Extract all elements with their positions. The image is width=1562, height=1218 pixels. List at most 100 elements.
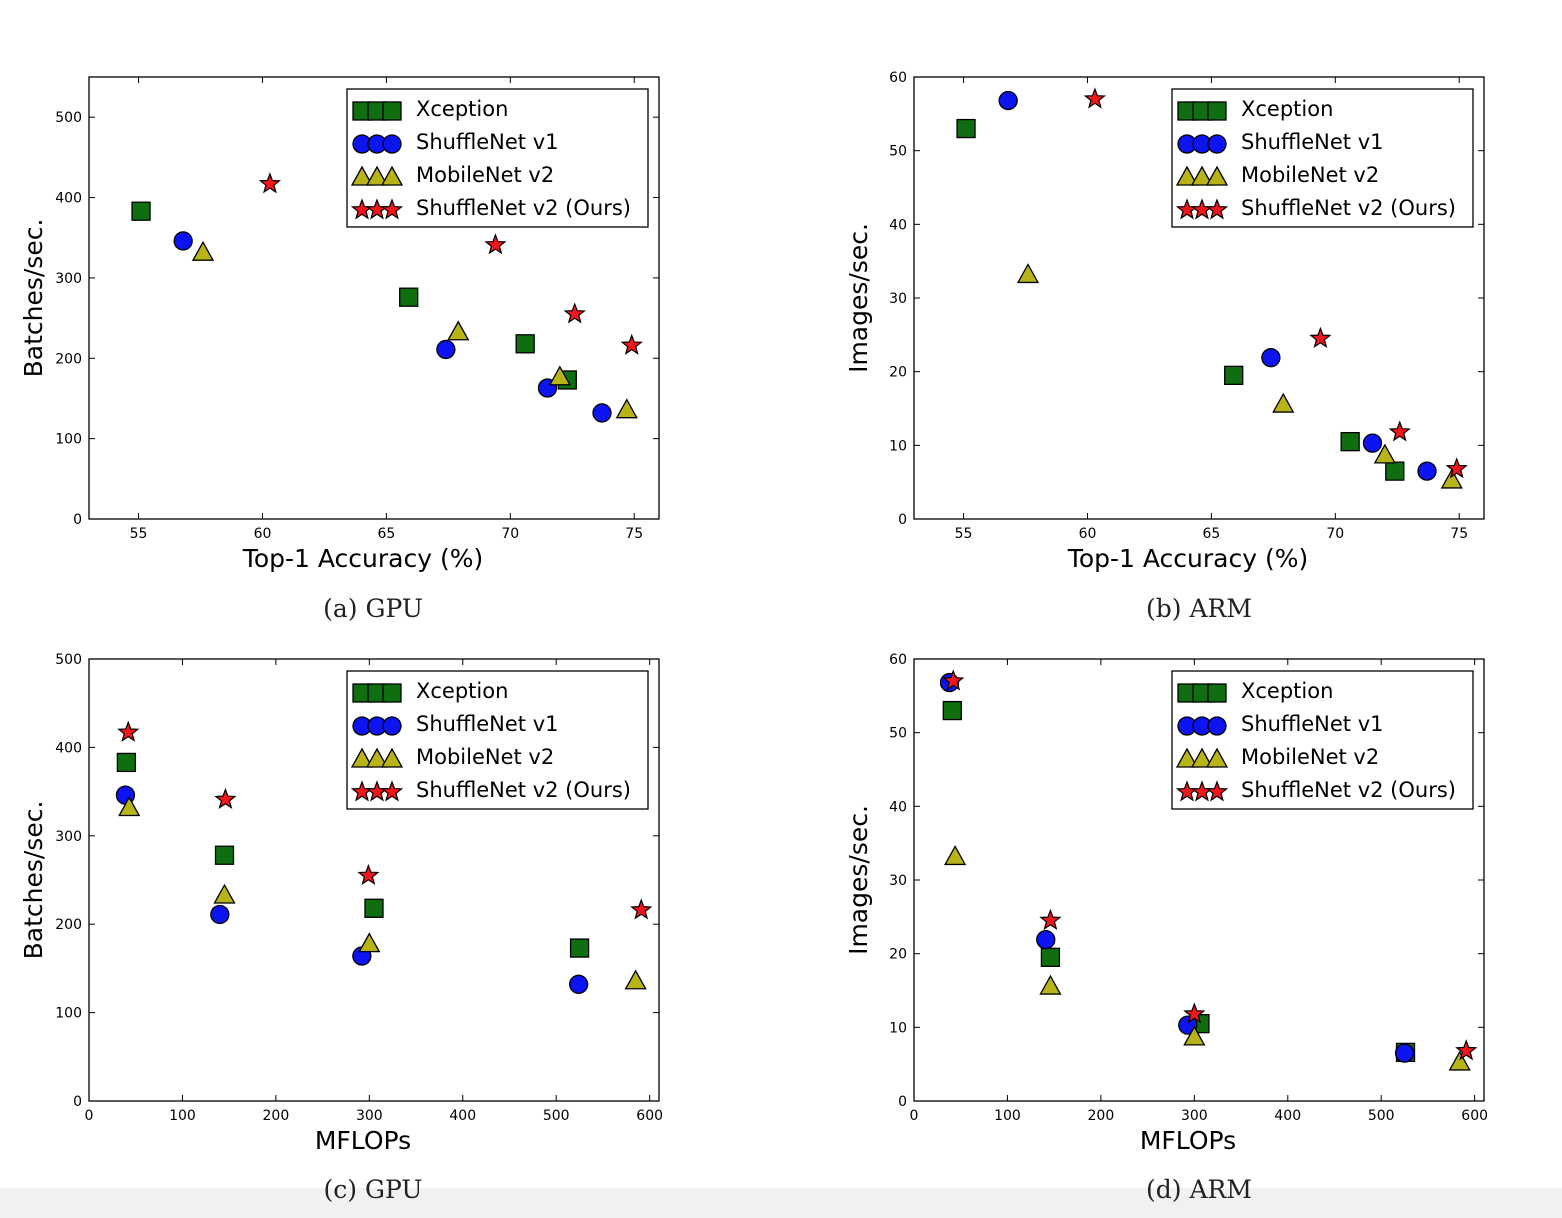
legend-label: MobileNet v2 xyxy=(416,163,554,187)
y-tick-label: 300 xyxy=(55,829,82,845)
x-axis-title: MFLOPs xyxy=(315,1126,411,1155)
y-tick-label: 10 xyxy=(889,438,907,454)
legend-label: MobileNet v2 xyxy=(1241,163,1379,187)
data-point-triangle xyxy=(358,932,381,953)
x-tick-label: 65 xyxy=(1202,526,1220,542)
data-point-triangle xyxy=(213,883,236,904)
data-point-star xyxy=(258,172,282,194)
y-tick-label: 10 xyxy=(889,1020,907,1036)
data-point-star xyxy=(1039,908,1062,930)
legend-marker-square xyxy=(1207,101,1227,121)
x-tick-label: 70 xyxy=(501,526,519,542)
data-point-star xyxy=(1083,87,1107,109)
chart-b-arm-accuracy: 55 60 65 70 75 0 10 20 30 40 50 60 Top-1 Accuracy (%… xyxy=(844,70,1485,573)
y-tick-label: 200 xyxy=(55,917,82,933)
legend-label: ShuffleNet v2 (Ours) xyxy=(1241,196,1456,220)
data-point-triangle xyxy=(191,240,215,261)
legend-marker-circle xyxy=(1207,716,1227,736)
caption-a: (a) GPU xyxy=(323,594,423,623)
series-shufflenet-v2-ours xyxy=(258,172,643,355)
data-point-star xyxy=(1183,1002,1206,1024)
legend-marker-circle xyxy=(382,716,402,736)
y-tick-label: 200 xyxy=(55,351,82,367)
series-shufflenet-v2-ours xyxy=(1083,87,1468,479)
data-point-star xyxy=(117,720,140,742)
x-tick-label: 500 xyxy=(543,1108,570,1124)
legend-label: ShuffleNet v1 xyxy=(1241,130,1384,154)
data-point-triangle xyxy=(1039,974,1062,995)
y-axis-title: Images/sec. xyxy=(844,805,873,955)
y-axis-title: Batches/sec. xyxy=(19,219,48,378)
data-point-star xyxy=(214,787,237,810)
legend-marker-star xyxy=(380,198,404,220)
x-axis-title: Top-1 Accuracy (%) xyxy=(242,544,483,573)
legend-marker-triangle xyxy=(350,165,374,186)
data-point-triangle xyxy=(1440,468,1463,489)
caption-c: (c) GPU xyxy=(323,1175,423,1204)
data-point-square xyxy=(1340,431,1360,452)
data-point-triangle xyxy=(1016,263,1040,284)
x-tick-label: 75 xyxy=(625,526,643,542)
y-axis-title: Batches/sec. xyxy=(19,801,48,960)
x-tick-label: 300 xyxy=(356,1108,383,1124)
data-point-circle xyxy=(998,90,1018,111)
y-tick-label: 500 xyxy=(55,110,82,126)
data-point-square xyxy=(364,898,384,918)
data-point-square xyxy=(1040,947,1061,967)
data-point-star xyxy=(1309,326,1332,348)
legend-marker-square xyxy=(1207,683,1227,703)
legend-marker-triangle xyxy=(350,747,374,768)
data-point-triangle xyxy=(1183,1025,1206,1046)
legend: Xception ShuffleNet v1 MobileNet v2 Shuffle… xyxy=(346,670,649,810)
legend: Xception ShuffleNet v1 MobileNet v2 Shuffle… xyxy=(1171,88,1474,228)
data-point-square xyxy=(569,938,590,958)
legend-marker-triangle xyxy=(1205,165,1229,186)
x-tick-label: 60 xyxy=(1079,526,1097,542)
y-tick-label: 40 xyxy=(889,799,907,815)
x-tick-label: 100 xyxy=(169,1108,196,1124)
x-tick-label: 600 xyxy=(636,1108,663,1124)
caption-d: (d) ARM xyxy=(1146,1175,1252,1204)
x-tick-label: 55 xyxy=(955,526,973,542)
y-tick-label: 0 xyxy=(898,512,907,528)
y-tick-label: 400 xyxy=(55,740,82,756)
x-axis-title: Top-1 Accuracy (%) xyxy=(1067,544,1308,573)
x-tick-label: 600 xyxy=(1461,1108,1488,1124)
legend-label: ShuffleNet v2 (Ours) xyxy=(416,196,631,220)
legend-marker-triangle xyxy=(1190,165,1214,186)
y-tick-label: 50 xyxy=(889,144,907,160)
y-tick-label: 40 xyxy=(889,217,907,233)
legend-marker-star xyxy=(1205,780,1229,802)
legend: Xception ShuffleNet v1 MobileNet v2 Shuffle… xyxy=(1171,670,1474,810)
data-point-star xyxy=(1455,1039,1478,1061)
chart-d-arm-mflops: 0 100 200 300 400 500 600 0 10 20 30 40 50 60 MFLOPs Im… xyxy=(844,652,1488,1155)
y-tick-label: 0 xyxy=(73,1094,82,1110)
x-axis-title: MFLOPs xyxy=(1140,1126,1236,1155)
legend-label: Xception xyxy=(416,679,508,703)
y-tick-label: 0 xyxy=(73,512,82,528)
legend-label: ShuffleNet v1 xyxy=(1241,712,1384,736)
y-tick-label: 100 xyxy=(55,1006,82,1022)
data-point-circle xyxy=(1394,1043,1415,1063)
legend: Xception ShuffleNet v1 MobileNet v2 Shuffle… xyxy=(346,88,649,228)
legend-label: ShuffleNet v2 (Ours) xyxy=(1241,778,1456,802)
data-point-triangle xyxy=(1448,1050,1471,1071)
data-point-square xyxy=(399,287,419,307)
legend-marker-triangle xyxy=(380,165,404,186)
legend-marker-triangle xyxy=(1205,747,1229,768)
data-point-circle xyxy=(568,974,589,994)
data-point-square xyxy=(1385,461,1405,481)
legend-label: MobileNet v2 xyxy=(1241,745,1379,769)
data-point-star xyxy=(942,669,965,691)
x-tick-label: 200 xyxy=(1088,1108,1115,1124)
x-tick-label: 100 xyxy=(994,1108,1021,1124)
y-tick-label: 30 xyxy=(889,291,907,307)
legend-label: Xception xyxy=(1241,679,1333,703)
y-axis-title: Images/sec. xyxy=(844,223,873,373)
data-point-star xyxy=(1388,420,1411,442)
x-tick-label: 400 xyxy=(1274,1108,1301,1124)
x-tick-label: 0 xyxy=(910,1108,919,1124)
data-point-star xyxy=(1445,457,1468,479)
data-point-triangle xyxy=(944,845,967,866)
